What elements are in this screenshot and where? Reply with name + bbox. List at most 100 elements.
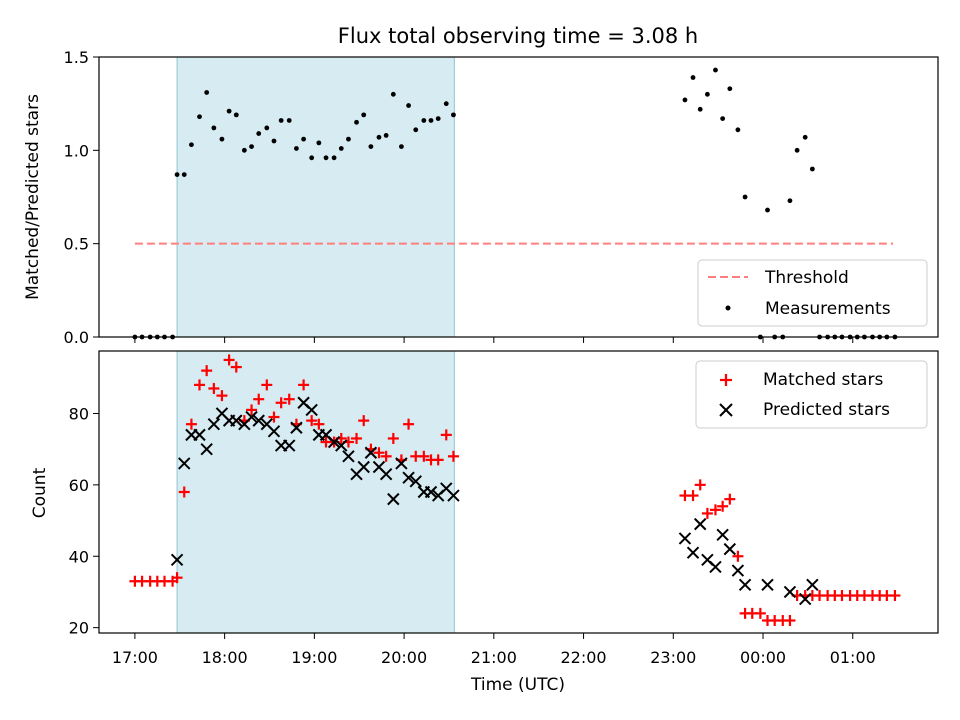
predicted-star-marker (283, 439, 296, 452)
bottom-y-axis-label: Count (30, 467, 50, 518)
measurement-point (682, 97, 688, 103)
matched-star-marker (440, 429, 452, 441)
matched-star-marker (754, 607, 766, 619)
predicted-star-marker (395, 457, 408, 470)
matched-star-marker (447, 450, 459, 462)
legend-predicted-swatch (719, 403, 733, 417)
top-y-tick-label: 1.5 (64, 48, 89, 67)
matched-star-marker (351, 432, 363, 444)
predicted-star-marker (379, 467, 393, 481)
legend-predicted-label: Predicted stars (763, 400, 890, 420)
matched-star-marker (275, 397, 287, 409)
matched-star-marker (246, 404, 258, 416)
measurement-point (174, 172, 180, 178)
top-panel-frame (98, 56, 939, 338)
predicted-star-marker (170, 553, 184, 567)
matched-star-marker (418, 450, 430, 462)
x-tick-label: 18:00 (202, 648, 248, 667)
matched-star-marker (298, 379, 310, 391)
predicted-star-marker (193, 428, 206, 442)
top-y-axis-ticks: 0.0 0.5 1.0 1.5 (64, 48, 99, 347)
measurement-point (443, 101, 449, 107)
measurement-point (241, 147, 247, 153)
measurement-point (211, 125, 217, 131)
measurement-point (226, 108, 232, 114)
bottom-y-axis-ticks: 20 40 60 80 (69, 404, 99, 638)
measurement-point (451, 112, 456, 118)
measurement-point (189, 142, 194, 148)
predicted-star-marker (267, 425, 281, 438)
measurement-point (794, 147, 800, 153)
chart-title: Flux total observing time = 3.08 h (338, 24, 698, 48)
predicted-star-marker (738, 578, 752, 592)
measurement-point (181, 172, 187, 178)
x-tick-label: 00:00 (740, 648, 786, 667)
measurement-point (713, 67, 718, 73)
x-tick-label: 17:00 (112, 648, 158, 667)
matched-star-marker (230, 361, 242, 373)
predicted-star-marker (335, 439, 348, 452)
bottom-y-tick-label: 20 (69, 619, 89, 638)
matched-star-marker (717, 500, 729, 512)
bottom-y-tick-label: 40 (69, 547, 89, 566)
legend-measurements-label: Measurements (765, 299, 891, 319)
legend-measurements-swatch (725, 305, 731, 311)
predicted-star-marker (424, 485, 438, 499)
matched-star-marker (387, 432, 399, 444)
predicted-star-marker (716, 528, 729, 542)
matched-star-marker (373, 447, 385, 459)
bottom-x-axis-ticks: 17:00 18:00 19:00 20:00 21:00 22:00 23:00 00:00… (112, 633, 876, 667)
predicted-star-marker (327, 435, 341, 449)
legend-threshold-label: Threshold (764, 268, 849, 288)
matched-star-marker (306, 415, 318, 427)
measurement-point (278, 118, 284, 123)
measurement-point (697, 106, 703, 112)
measurement-point (390, 91, 396, 97)
matched-star-marker (283, 393, 295, 405)
predicted-star-marker (731, 564, 745, 577)
measurement-point (413, 127, 419, 133)
measurement-point (787, 198, 793, 204)
matched-star-marker (216, 390, 228, 402)
bottom-y-tick-label: 80 (69, 404, 89, 423)
matched-star-marker (694, 479, 706, 491)
x-tick-label: 21:00 (471, 648, 517, 667)
matched-star-marker (223, 354, 235, 366)
measurement-point (735, 127, 741, 133)
measurement-point (346, 136, 351, 142)
predicted-star-marker (761, 578, 774, 592)
matched-star-marker (784, 615, 796, 627)
x-tick-label: 01:00 (830, 648, 876, 667)
predicted-star-marker (290, 421, 303, 434)
predicted-star-marker (783, 585, 797, 599)
matched-star-marker (178, 486, 190, 498)
predicted-star-marker (402, 471, 415, 484)
predicted-star-marker (357, 460, 370, 474)
measurement-point (309, 155, 315, 161)
measurement-point (802, 134, 808, 140)
measurement-point (435, 116, 441, 121)
measurement-point (256, 131, 262, 136)
matched-star-marker (358, 415, 370, 427)
measurement-point (338, 146, 344, 151)
bottom-legend-box (695, 360, 928, 429)
measurement-point (301, 136, 306, 142)
measurement-point (727, 86, 733, 92)
predicted-star-marker (409, 475, 422, 488)
measurement-point (264, 125, 270, 131)
measurement-point (704, 91, 710, 97)
top-y-tick-label: 1.0 (64, 141, 89, 160)
measurement-point (204, 90, 210, 95)
predicted-star-marker (694, 517, 707, 531)
bottom-y-tick-label: 60 (69, 476, 89, 495)
measurement-point (383, 133, 389, 138)
predicted-star-marker (723, 542, 737, 556)
predicted-star-marker (230, 414, 243, 427)
measurement-point (286, 118, 292, 123)
matched-star-marker (732, 550, 744, 562)
star-count-points (129, 354, 901, 627)
matched-star-marker (709, 504, 721, 516)
predicted-star-marker (305, 403, 318, 417)
matched-star-marker (313, 418, 325, 430)
